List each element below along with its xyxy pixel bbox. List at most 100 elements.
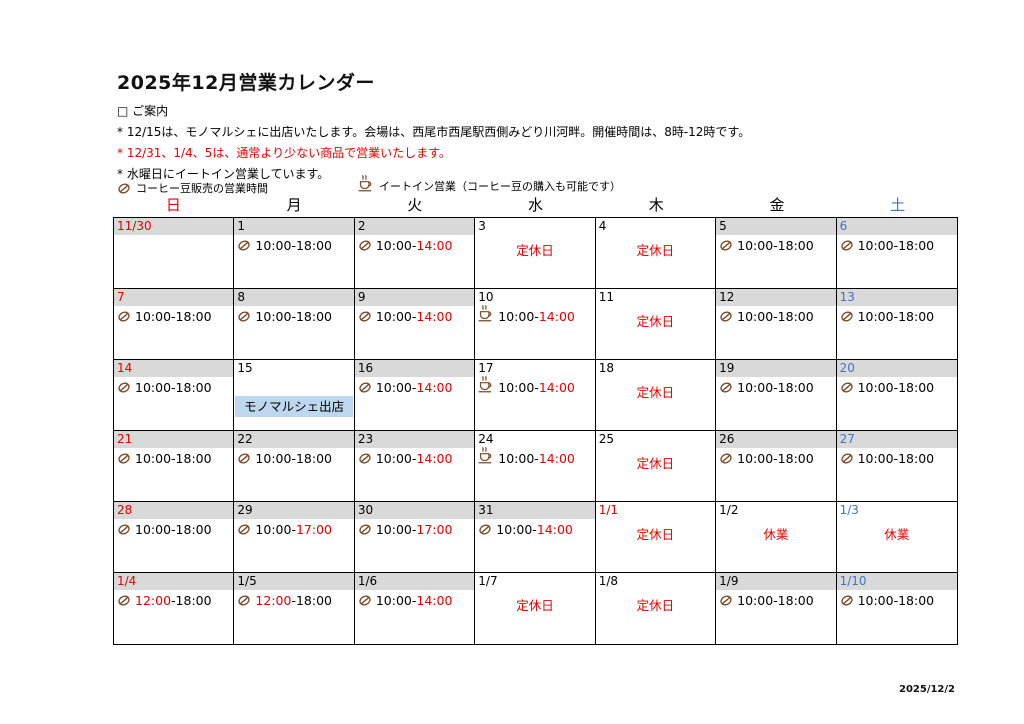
- notes-lines: * 12/15は、モノマルシェに出店いたします。会場は、西尾市西尾駅西側みどり川…: [117, 122, 750, 185]
- day-number: 1: [237, 219, 246, 233]
- day-cell-15: 15 モノマルシェ出店: [234, 360, 355, 431]
- day-number: 1/5: [237, 574, 257, 588]
- calendar-grid: 11/30 1 10:00-18:00 2 10:00-14:00 3 定休日 4 定休日 5 10…: [113, 217, 958, 645]
- closed-label: 定休日: [636, 314, 675, 329]
- weekday-header-金: 金: [769, 196, 785, 214]
- day-cell-13: 13 10:00-18:00: [836, 289, 957, 360]
- day-number: 6: [839, 219, 848, 233]
- day-cell-7: 7 10:00-18:00: [114, 289, 235, 360]
- coffee-cup-icon: [478, 446, 494, 465]
- business-hours: 10:00-18:00: [837, 448, 957, 466]
- day-cell-26: 26 10:00-18:00: [716, 431, 837, 502]
- day-header: 28: [114, 502, 234, 519]
- day-cell-30: 30 10:00-17:00: [354, 502, 476, 573]
- business-hours: 10:00-17:00: [355, 519, 474, 537]
- day-cell-1-4: 1/4 12:00-18:00: [114, 573, 235, 644]
- day-number: 21: [117, 432, 133, 446]
- day-number: 3: [478, 219, 486, 233]
- day-cell-1-5: 1/5 12:00-18:00: [234, 573, 355, 644]
- day-number: 20: [839, 361, 855, 375]
- legend: コーヒー豆販売の営業時間 イートイン営業（コーヒー豆の購入も可能です）: [0, 174, 1024, 198]
- day-header: 26: [716, 431, 836, 448]
- coffee-bean-icon: [117, 310, 131, 323]
- day-number: 13: [839, 290, 855, 304]
- business-hours: 10:00-18:00: [837, 377, 957, 395]
- day-number: 30: [357, 503, 374, 517]
- day-number: 1/2: [719, 503, 739, 517]
- day-number: 22: [237, 432, 253, 446]
- day-cell-24: 24 10:00-14:00: [475, 431, 596, 502]
- business-hours: 12:00-18:00: [114, 590, 233, 608]
- business-hours: 10:00-18:00: [837, 590, 957, 608]
- coffee-cup-icon: [478, 304, 494, 323]
- coffee-bean-icon: [719, 239, 733, 252]
- day-cell-1-7: 1/7 定休日: [475, 573, 596, 644]
- day-cell-11: 11 定休日: [595, 289, 717, 360]
- day-number: 11: [598, 290, 614, 304]
- day-header: 16: [354, 360, 475, 377]
- event-label: モノマルシェ出店: [235, 396, 354, 417]
- business-hours: 10:00-14:00: [475, 304, 594, 324]
- coffee-bean-icon: [719, 310, 733, 323]
- day-cell-8: 8 10:00-18:00: [234, 289, 355, 360]
- day-cell-25: 25 定休日: [595, 431, 717, 502]
- day-number: 18: [598, 361, 614, 375]
- closed-label: 休業: [884, 527, 910, 542]
- day-number: 1/4: [117, 574, 137, 588]
- coffee-bean-icon: [358, 523, 372, 536]
- day-header: 5: [716, 218, 836, 235]
- business-hours: 10:00-18:00: [716, 377, 835, 395]
- day-header: 31: [475, 502, 595, 519]
- day-number: 1/10: [839, 574, 867, 588]
- note-line-3: * 水曜日にイートイン営業しています。: [117, 167, 330, 181]
- day-cell-29: 29 10:00-17:00: [234, 502, 355, 573]
- day-number: 24: [478, 432, 494, 446]
- weekday-header-水: 水: [528, 196, 544, 214]
- coffee-bean-icon: [358, 239, 372, 252]
- coffee-bean-icon: [840, 310, 854, 323]
- closed-label: 定休日: [636, 385, 675, 400]
- day-number: 26: [719, 432, 735, 446]
- day-number: 2: [357, 219, 366, 233]
- day-header: 1/3: [837, 502, 957, 519]
- coffee-cup-icon: [478, 375, 494, 394]
- day-header: 29: [234, 502, 354, 519]
- day-cell-1-9: 1/9 10:00-18:00: [716, 573, 837, 644]
- day-number: 7: [117, 290, 125, 304]
- business-hours: 10:00-18:00: [837, 235, 957, 253]
- day-header: 1/9: [716, 573, 836, 590]
- business-hours: 10:00-18:00: [114, 377, 233, 395]
- weekday-header-土: 土: [890, 196, 906, 214]
- day-cell-6: 6 10:00-18:00: [836, 218, 957, 289]
- business-hours: 10:00-18:00: [234, 306, 353, 324]
- day-header: 25: [596, 431, 715, 448]
- day-cell-28: 28 10:00-18:00: [114, 502, 235, 573]
- day-header: 1/4: [114, 573, 234, 590]
- day-header: 19: [716, 360, 836, 377]
- closed-label: 休業: [763, 527, 789, 542]
- coffee-bean-icon: [237, 239, 251, 252]
- day-number: 10: [478, 290, 494, 304]
- coffee-bean-icon: [358, 310, 372, 323]
- day-header: 17: [475, 360, 594, 377]
- weekday-header-月: 月: [286, 196, 302, 214]
- day-header: 1/1: [596, 502, 715, 519]
- day-cell-16: 16 10:00-14:00: [354, 360, 476, 431]
- notes-heading: □ ご案内: [117, 104, 169, 118]
- coffee-bean-icon: [117, 594, 131, 607]
- business-hours: 10:00-18:00: [716, 306, 835, 324]
- business-hours: 10:00-18:00: [114, 519, 233, 537]
- closed-label: 定休日: [636, 456, 675, 471]
- day-cell-1-2: 1/2 休業: [716, 502, 837, 573]
- day-cell-1-10: 1/10 10:00-18:00: [836, 573, 957, 644]
- day-number: 25: [598, 432, 614, 446]
- day-header: 14: [114, 360, 234, 377]
- business-hours: 10:00-14:00: [355, 306, 474, 324]
- day-number: 1/1: [598, 503, 619, 517]
- day-cell-1: 1 10:00-18:00: [234, 218, 355, 289]
- coffee-bean-icon: [840, 381, 854, 394]
- coffee-bean-icon: [840, 594, 854, 607]
- day-cell-17: 17 10:00-14:00: [475, 360, 596, 431]
- day-number: 1/8: [598, 574, 619, 588]
